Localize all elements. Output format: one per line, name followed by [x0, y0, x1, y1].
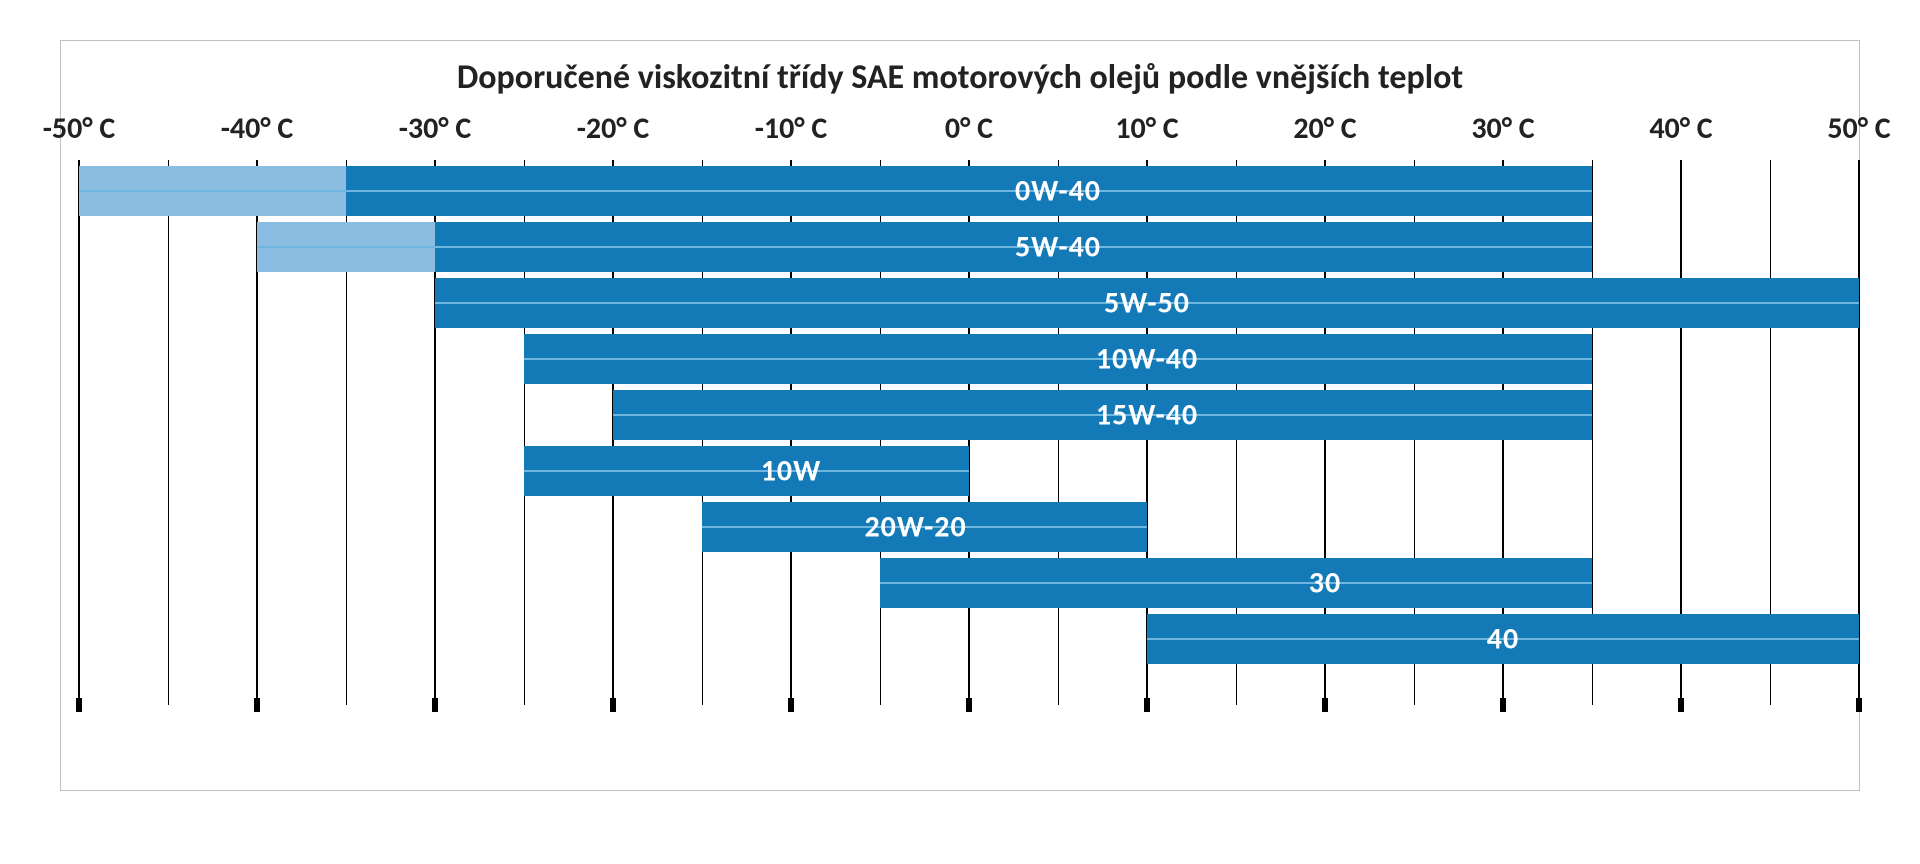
axis-tick-label: -20° C: [577, 110, 650, 147]
axis-tick-mark: [1500, 698, 1506, 712]
series-bar-midline: [880, 582, 1592, 584]
axis-tick-mark: [76, 698, 82, 712]
axis-tick-mark: [1322, 698, 1328, 712]
series-label: 15W-40: [1096, 397, 1198, 434]
series-bar-midline: [346, 190, 1592, 192]
axis-tick-mark: [788, 698, 794, 712]
series-label: 30: [1309, 565, 1341, 602]
axis-tick-label: 30° C: [1471, 110, 1534, 147]
series-bar-midline: [524, 358, 1592, 360]
series-row: 10W: [79, 446, 1859, 496]
axis-tick-label: 10° C: [1115, 110, 1178, 147]
chart-title: Doporučené viskozitní třídy SAE motorový…: [79, 51, 1841, 110]
series-bar-midline: [257, 246, 435, 248]
axis-tick-label: -10° C: [755, 110, 828, 147]
series-bar-midline: [435, 246, 1592, 248]
series-label: 0W-40: [1015, 173, 1101, 210]
chart-panel: Doporučené viskozitní třídy SAE motorový…: [60, 40, 1860, 791]
series-bar-extension: [79, 166, 346, 216]
axis-tick-mark: [254, 698, 260, 712]
series-bar: [346, 166, 1592, 216]
axis-tick-mark: [432, 698, 438, 712]
series-row: 10W-40: [79, 334, 1859, 384]
series-bar: [435, 222, 1592, 272]
axis-tick-mark: [610, 698, 616, 712]
series-row: 5W-40: [79, 222, 1859, 272]
page-frame: Doporučené viskozitní třídy SAE motorový…: [0, 0, 1920, 864]
series-label: 10W: [761, 453, 822, 490]
axis-tick-label: -30° C: [399, 110, 472, 147]
viscosity-chart: -50° C-40° C-30° C-20° C-10° C0° C10° C2…: [79, 110, 1859, 750]
axis-tick-mark: [1856, 698, 1862, 712]
axis-tick-label: 20° C: [1293, 110, 1356, 147]
axis-tick-mark: [966, 698, 972, 712]
series-label: 10W-40: [1096, 341, 1198, 378]
axis-tick-label: 40° C: [1649, 110, 1712, 147]
series-row: 15W-40: [79, 390, 1859, 440]
series-row: 20W-20: [79, 502, 1859, 552]
axis-tick-label: 50° C: [1827, 110, 1890, 147]
series-row: 40: [79, 614, 1859, 664]
series-bar-extension: [257, 222, 435, 272]
series-bar-midline: [79, 190, 346, 192]
axis-tick-label: -40° C: [221, 110, 294, 147]
series-label: 20W-20: [864, 509, 966, 546]
axis-tick-mark: [1678, 698, 1684, 712]
axis-tick-label: -50° C: [43, 110, 116, 147]
series-bar-midline: [524, 470, 969, 472]
series-row: 0W-40: [79, 166, 1859, 216]
series-label: 5W-50: [1104, 285, 1190, 322]
series-row: 5W-50: [79, 278, 1859, 328]
axis-tick-mark: [1144, 698, 1150, 712]
axis-tick-label: 0° C: [945, 110, 993, 147]
series-bar: [524, 446, 969, 496]
series-bar: [880, 558, 1592, 608]
series-label: 40: [1487, 621, 1519, 658]
series-row: 30: [79, 558, 1859, 608]
series-label: 5W-40: [1015, 229, 1101, 266]
series-bar: [524, 334, 1592, 384]
